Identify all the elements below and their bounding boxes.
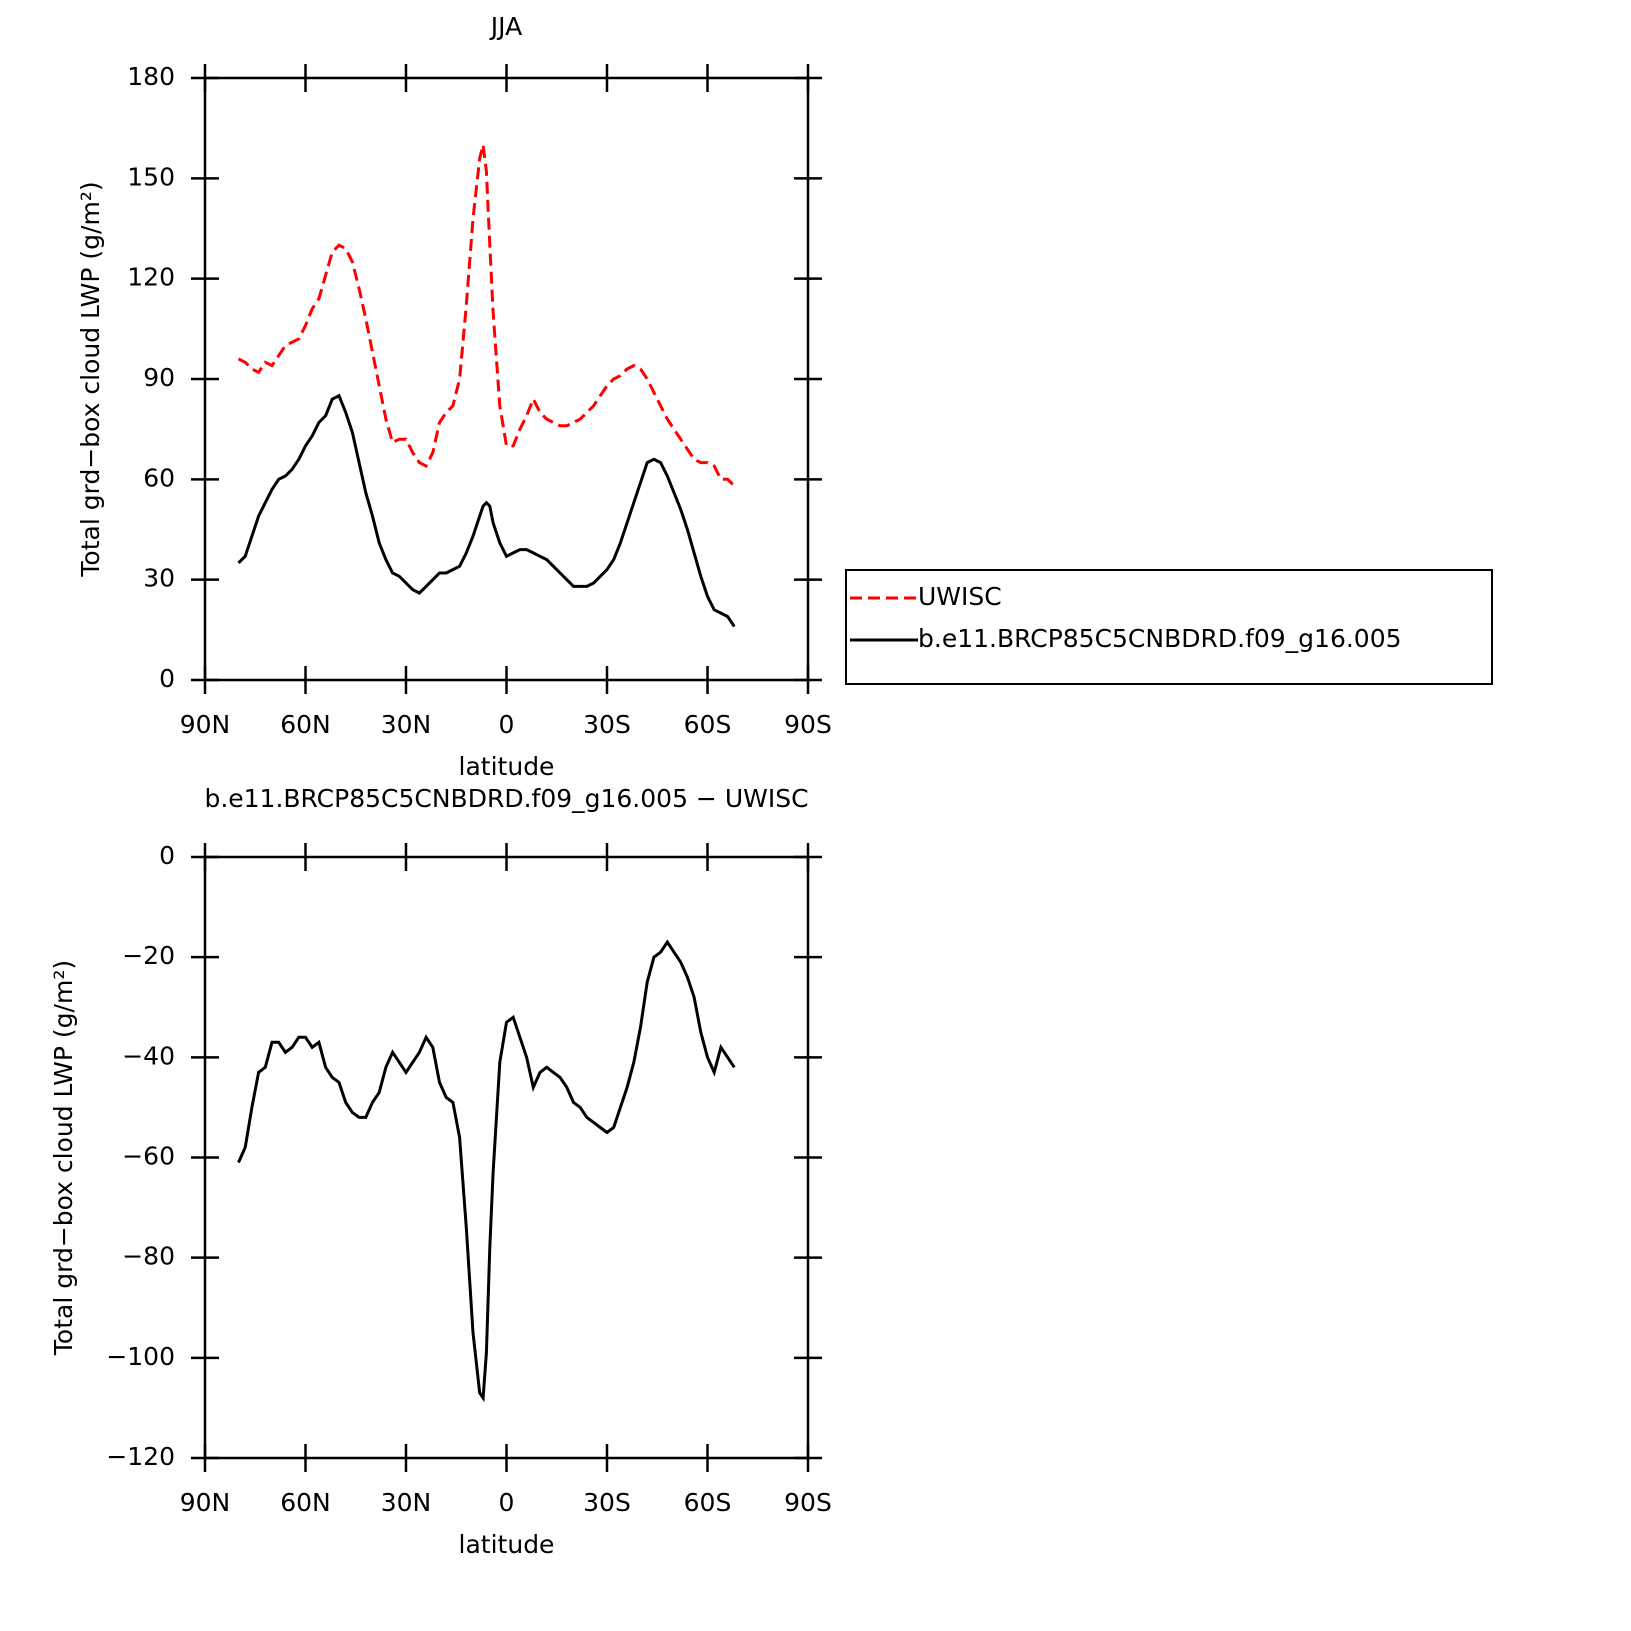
x-tick-label: 30S [583,1488,631,1517]
x-tick-label: 60N [280,1488,331,1517]
y-tick-label: 90 [143,363,175,392]
legend-label: UWISC [918,582,1002,611]
series-line [237,393,736,628]
x-tick-label: 90S [784,710,832,739]
plot-frame [203,76,810,682]
plot-frame [203,855,810,1460]
x-tick-label: 30N [381,1488,432,1517]
y-tick-label: 180 [127,62,175,91]
legend-box [845,569,1493,685]
y-tick-label: −20 [122,941,175,970]
y-tick-label: 30 [143,564,175,593]
x-tick-label: 90N [180,1488,231,1517]
x-tick-label: 0 [499,1488,515,1517]
y-tick-label: 0 [159,841,175,870]
y-tick-label: 0 [159,664,175,693]
x-tick-label: 30S [583,710,631,739]
y-tick-label: −40 [122,1041,175,1070]
y-tick-label: 120 [127,263,175,292]
y-tick-label: 150 [127,162,175,191]
x-tick-label: 60N [280,710,331,739]
x-tick-label: 60S [684,710,732,739]
y-tick-label: −60 [122,1142,175,1171]
chart-title: JJA [489,12,522,41]
x-tick-label: 90N [180,710,231,739]
y-tick-label: −120 [106,1442,175,1471]
x-tick-label: 0 [499,710,515,739]
x-tick-label: 90S [784,1488,832,1517]
x-tick-label: 30N [381,710,432,739]
x-axis-label: latitude [459,1530,555,1559]
y-axis-label: Total grd−box cloud LWP (g/m²) [76,181,105,577]
y-tick-label: 60 [143,463,175,492]
series-line [237,144,736,488]
y-tick-label: −80 [122,1242,175,1271]
y-axis-label: Total grd−box cloud LWP (g/m²) [49,960,78,1356]
x-tick-label: 60S [684,1488,732,1517]
x-axis-label: latitude [459,752,555,781]
y-tick-label: −100 [106,1342,175,1371]
legend-label: b.e11.BRCP85C5CNBDRD.f09_g16.005 [918,624,1402,653]
series-line [237,939,736,1403]
chart-title: b.e11.BRCP85C5CNBDRD.f09_g16.005 − UWISC [204,784,808,813]
